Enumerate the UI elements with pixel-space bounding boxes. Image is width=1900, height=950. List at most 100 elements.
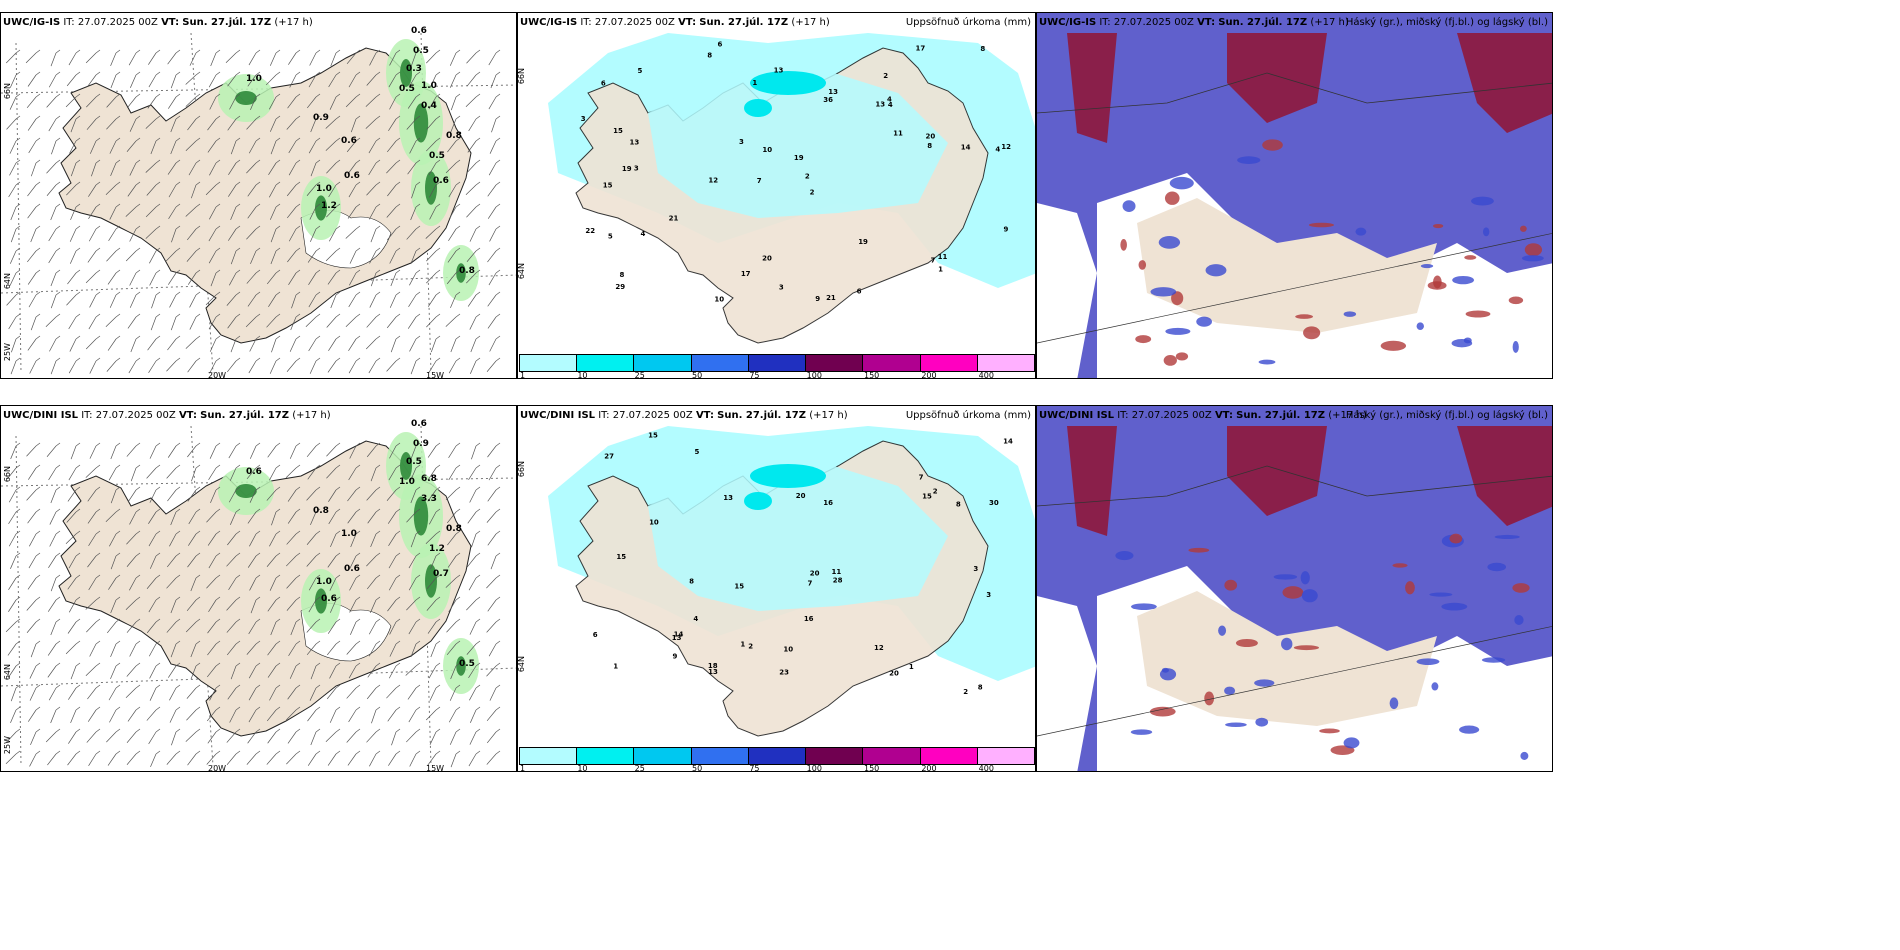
wind-barb-flag xyxy=(95,335,101,340)
wind-barb xyxy=(448,467,457,481)
precip-value: 23 xyxy=(779,669,789,677)
wind-barb-flag xyxy=(115,225,121,230)
wind-barb xyxy=(208,250,217,264)
wind-value: 1.2 xyxy=(321,201,337,211)
wind-barb-flag xyxy=(95,291,101,296)
wind-barb-flag xyxy=(455,662,461,667)
precip-value: 8 xyxy=(689,578,694,586)
wind-barb-flag xyxy=(75,618,81,623)
wind-barb xyxy=(289,74,297,88)
wind-barb-flag xyxy=(215,247,221,252)
wind-barb-flag xyxy=(195,291,201,296)
wind-barb-flag xyxy=(35,596,41,601)
wind-barb xyxy=(105,184,117,196)
wind-barb xyxy=(227,316,237,329)
wind-barb-flag xyxy=(55,662,61,667)
wind-barb-flag xyxy=(395,357,401,362)
wind-barb xyxy=(110,52,117,67)
wind-barb xyxy=(310,162,317,177)
wind-barb xyxy=(368,206,377,220)
wind-barb-flag xyxy=(15,291,21,296)
colorbar-tick-label: 75 xyxy=(749,764,760,772)
wind-value: 1.0 xyxy=(341,529,357,539)
wind-barb xyxy=(9,74,17,88)
wind-barb-flag xyxy=(495,291,501,296)
precip-value: 11 xyxy=(893,130,903,138)
lon-label: 20W xyxy=(208,764,227,772)
wind-barb-flag xyxy=(155,93,161,98)
wind-barb xyxy=(329,709,337,723)
wind-barb xyxy=(266,555,277,567)
wind-barb-flag xyxy=(295,247,301,252)
cloud-cell xyxy=(1196,316,1212,327)
wind-barb xyxy=(389,621,397,635)
wind-barb xyxy=(108,467,117,481)
wind-barb xyxy=(386,687,397,699)
wind-value: 1.0 xyxy=(246,74,262,84)
wind-barb-flag xyxy=(295,486,301,491)
precip-panel-bottom: UWC/DINI ISL IT: 27.07.2025 00Z VT: Sun.… xyxy=(517,405,1036,772)
wind-barb-flag xyxy=(215,750,221,755)
wind-barb xyxy=(169,687,177,701)
iceland-land xyxy=(58,47,472,344)
wind-barb xyxy=(148,599,157,613)
wind-barb xyxy=(27,511,37,524)
wind-barb xyxy=(207,118,217,131)
wind-barb xyxy=(110,599,117,614)
precip-value: 13 xyxy=(828,88,838,96)
precip-value: 12 xyxy=(1001,143,1011,151)
wind-barb-flag xyxy=(95,159,101,164)
wind-barb-flag xyxy=(435,530,441,535)
wind-barb-flag xyxy=(215,335,221,340)
wind-barb xyxy=(370,228,377,243)
wind-barb-flag xyxy=(315,225,321,230)
wind-barb xyxy=(48,74,57,88)
cloud-cell xyxy=(1449,533,1463,544)
cloud-cell xyxy=(1303,326,1321,340)
wind-barb xyxy=(6,118,17,130)
wind-barb-flag xyxy=(175,93,181,98)
wind-barb-flag xyxy=(435,115,441,120)
precip-value: 8 xyxy=(927,142,932,150)
wind-barb xyxy=(466,52,477,64)
cloud-cell xyxy=(1161,667,1169,673)
wind-barb xyxy=(229,709,237,723)
wind-barb xyxy=(406,731,417,743)
precip-value: 20 xyxy=(762,255,772,263)
wind-barb-flag xyxy=(315,93,321,98)
wind-barb-flag xyxy=(155,115,161,120)
wind-barb xyxy=(28,555,37,569)
wind-barb xyxy=(406,599,417,611)
wind-barb-flag xyxy=(215,181,221,186)
wind-barb xyxy=(7,665,17,678)
cloud-cell xyxy=(1494,534,1520,540)
cloud-cell xyxy=(1380,340,1407,351)
precip-heavy xyxy=(400,59,412,87)
cloud-cell xyxy=(1150,287,1177,297)
colorbar-tick-label: 25 xyxy=(634,371,645,379)
wind-barb-flag xyxy=(155,313,161,318)
precip-value: 8 xyxy=(956,500,961,508)
wind-barb-flag xyxy=(415,706,421,711)
wind-barb xyxy=(6,731,17,743)
wind-barb xyxy=(150,753,157,768)
cloud-cell xyxy=(1451,339,1473,348)
wind-barb xyxy=(366,555,377,567)
wind-barb-flag xyxy=(35,530,41,535)
wind-barb-flag xyxy=(315,357,321,362)
wind-barb-flag xyxy=(275,225,281,230)
wind-barb-flag xyxy=(495,313,501,318)
wind-barb-flag xyxy=(475,313,481,318)
wind-barb xyxy=(148,731,157,745)
wind-barb-flag xyxy=(255,706,261,711)
wind-barb xyxy=(468,753,477,767)
wind-barb-flag xyxy=(235,137,241,142)
wind-barb-flag xyxy=(295,662,301,667)
wind-barb-flag xyxy=(15,662,21,667)
wind-barb-flag xyxy=(175,486,181,491)
wind-value: 0.3 xyxy=(406,64,422,74)
wind-barb xyxy=(310,228,317,242)
wind-barb xyxy=(145,118,157,129)
colorbar-tick-label: 10 xyxy=(577,371,588,379)
wind-barb xyxy=(50,294,57,309)
